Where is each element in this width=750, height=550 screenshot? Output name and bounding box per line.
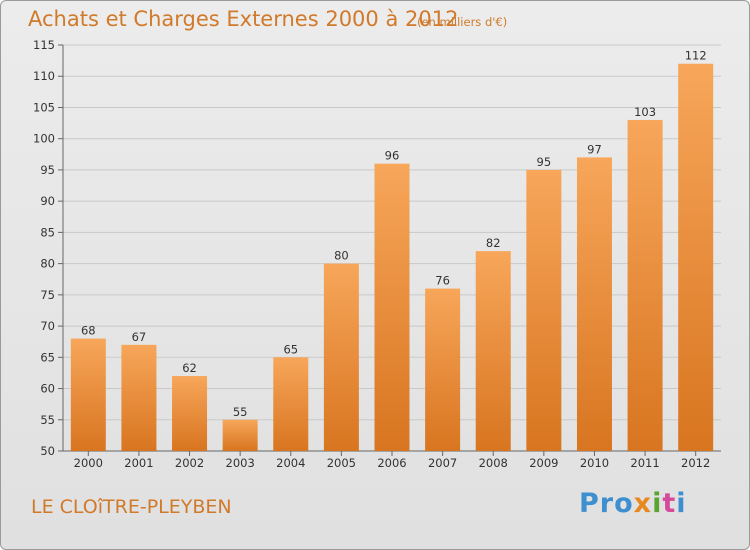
y-tick-label: 105 [33, 100, 55, 114]
x-tick-label-2000: 2000 [74, 456, 103, 470]
y-tick-label: 65 [40, 350, 55, 364]
y-tick-label: 90 [40, 194, 55, 208]
y-tick-label: 95 [40, 163, 55, 177]
bar-2000 [70, 338, 106, 451]
y-tick-label: 60 [40, 382, 55, 396]
x-tick-label-2007: 2007 [428, 456, 457, 470]
y-tick-label: 110 [33, 69, 55, 83]
bar-2012 [678, 63, 714, 451]
data-label-2005: 80 [334, 249, 349, 263]
bar-2008 [475, 251, 511, 451]
data-label-2000: 68 [81, 324, 96, 338]
logo-letter: i [652, 488, 663, 519]
bar-2002 [172, 376, 208, 451]
data-label-2006: 96 [385, 149, 400, 163]
data-label-2004: 65 [283, 342, 298, 356]
x-tick-label-2009: 2009 [529, 456, 558, 470]
bar-2004 [273, 357, 309, 451]
data-label-2011: 103 [634, 105, 656, 119]
bar-2010 [576, 157, 612, 451]
x-tick-label-2011: 2011 [630, 456, 659, 470]
data-label-2009: 95 [537, 155, 552, 169]
x-tick-label-2012: 2012 [681, 456, 710, 470]
bar-2001 [121, 344, 157, 451]
y-tick-label: 70 [40, 319, 55, 333]
x-tick-label-2003: 2003 [226, 456, 255, 470]
y-tick-label: 75 [40, 288, 55, 302]
data-label-2007: 76 [435, 274, 450, 288]
y-tick-label: 50 [40, 444, 55, 458]
bar-2007 [425, 288, 461, 451]
data-label-2008: 82 [486, 236, 501, 250]
bar-2009 [526, 169, 562, 451]
x-tick-label-2006: 2006 [377, 456, 406, 470]
y-tick-label: 115 [33, 38, 55, 52]
logo-letter: t [662, 488, 677, 519]
commune-name: LE CLOîTRE-PLEYBEN [31, 496, 232, 518]
data-label-2002: 62 [182, 361, 197, 375]
logo-letter: Pro [579, 488, 634, 519]
data-label-2001: 67 [132, 330, 147, 344]
logo-letter: i [676, 488, 687, 519]
y-tick-label: 55 [40, 413, 55, 427]
x-tick-label-2001: 2001 [124, 456, 153, 470]
logo-letter: x [633, 488, 653, 519]
chart-unit-subtitle: (en milliers d'€) [417, 15, 508, 29]
chart-title: Achats et Charges Externes 2000 à 2012 [28, 7, 459, 31]
bar-2011 [627, 119, 663, 451]
x-tick-label-2002: 2002 [175, 456, 204, 470]
y-tick-label: 85 [40, 225, 55, 239]
proxiti-logo: Proxiti [579, 488, 687, 519]
x-tick-label-2004: 2004 [276, 456, 305, 470]
x-tick-label-2010: 2010 [580, 456, 609, 470]
y-tick-label: 80 [40, 257, 55, 271]
data-label-2012: 112 [685, 49, 707, 63]
x-tick-label-2008: 2008 [479, 456, 508, 470]
bar-2005 [323, 263, 359, 451]
data-label-2003: 55 [233, 405, 248, 419]
data-label-2010: 97 [587, 142, 602, 156]
data-labels: 68 67 62 55 65 80 96 76 82 95 97 103 112 [81, 49, 707, 419]
tick-labels: 50 55 60 65 70 75 80 85 90 95 100 105 110 115 2000 2001… [33, 38, 710, 470]
bar-2006 [374, 163, 410, 451]
bars [70, 63, 714, 451]
x-tick-label-2005: 2005 [327, 456, 356, 470]
bar-2003 [222, 419, 258, 451]
y-tick-label: 100 [33, 132, 55, 146]
